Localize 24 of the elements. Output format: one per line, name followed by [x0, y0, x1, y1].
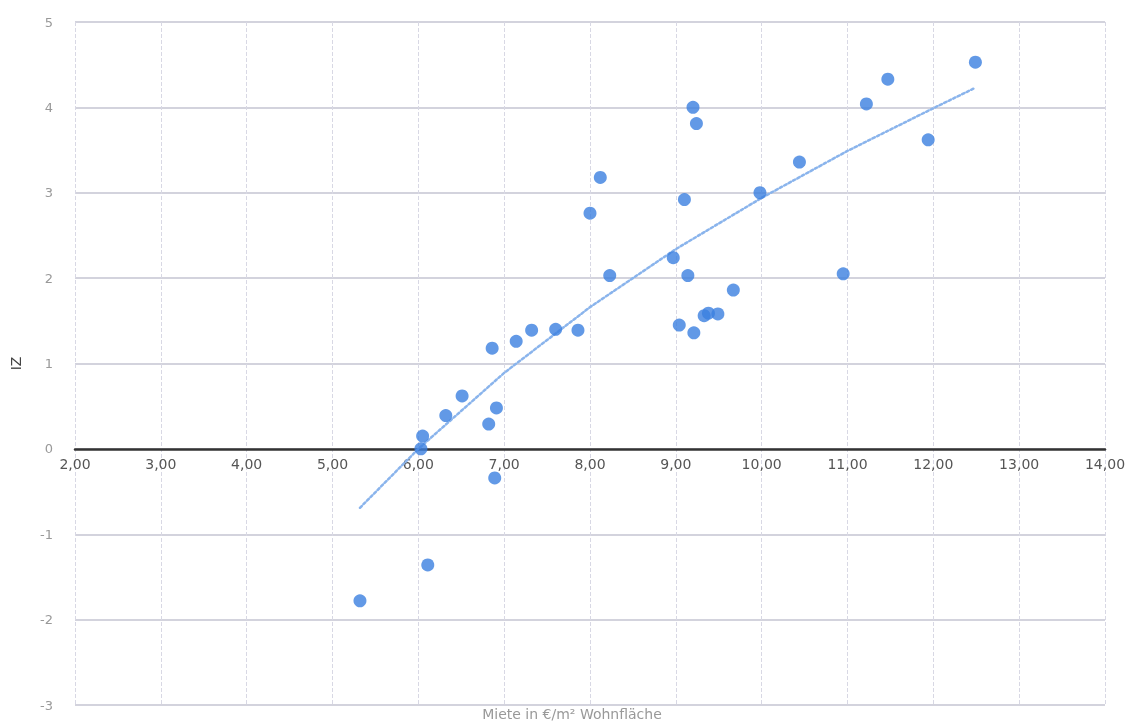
x-tick-label: 9,00	[660, 455, 692, 472]
y-tick-label: -1	[40, 526, 53, 542]
x-tick-label: 11,00	[827, 455, 868, 472]
y-tick-label: 3	[44, 185, 53, 201]
x-axis-title: Miete in €/m² Wohnfläche	[482, 706, 662, 721]
x-tick-label: 13,00	[999, 455, 1040, 472]
y-tick-label: -2	[40, 612, 53, 628]
x-tick-label: 6,00	[402, 455, 434, 472]
x-tick-label: 4,00	[231, 455, 263, 472]
y-tick-label: -3	[40, 697, 53, 713]
x-tick-label: 7,00	[488, 455, 520, 472]
x-tick-label: 2,00	[59, 455, 91, 472]
x-tick-label: 12,00	[913, 455, 954, 472]
y-tick-label: 0	[44, 441, 53, 457]
y-tick-label: 4	[44, 99, 53, 115]
y-tick-label: 5	[44, 14, 53, 30]
y-tick-label: 1	[44, 356, 53, 371]
x-tick-label: 5,00	[316, 455, 349, 472]
x-tick-label: 10,00	[741, 455, 782, 472]
x-tick-label: 14,00	[1084, 455, 1126, 472]
x-tick-label: 3,00	[145, 455, 177, 472]
x-tick-label: 8,00	[574, 455, 606, 472]
y-tick-label: 2	[44, 270, 53, 286]
y-axis-title: IZ	[8, 356, 24, 371]
